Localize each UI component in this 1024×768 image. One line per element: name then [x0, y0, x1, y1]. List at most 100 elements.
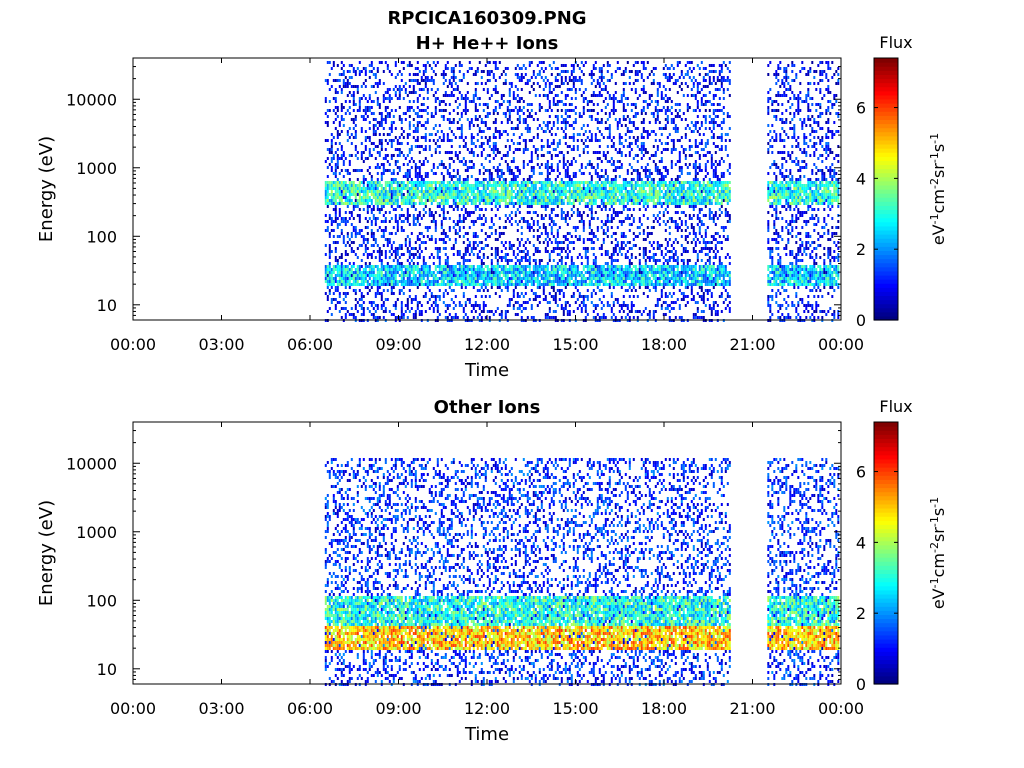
flux-cell — [416, 127, 419, 130]
flux-cell — [418, 232, 421, 235]
flux-cell — [444, 109, 447, 112]
flux-cell — [494, 142, 497, 145]
flux-cell — [360, 196, 363, 199]
flux-cell — [474, 115, 477, 118]
flux-cell — [596, 229, 599, 232]
flux-cell — [514, 313, 517, 316]
flux-cell — [328, 181, 331, 184]
flux-cell — [588, 172, 591, 175]
flux-cell — [376, 292, 379, 295]
flux-cell — [526, 163, 529, 166]
flux-cell — [402, 154, 405, 157]
flux-cell — [436, 250, 439, 253]
flux-cell — [400, 118, 403, 121]
flux-cell — [368, 253, 371, 256]
flux-cell — [444, 64, 447, 67]
flux-cell — [448, 205, 451, 208]
flux-cell — [588, 73, 591, 76]
flux-cell — [598, 205, 601, 208]
flux-cell — [430, 304, 433, 307]
flux-cell — [350, 235, 353, 238]
flux-cell — [430, 76, 433, 79]
flux-cell — [370, 64, 373, 67]
flux-cell — [486, 115, 489, 118]
flux-cell — [532, 70, 535, 73]
flux-cell — [548, 274, 551, 277]
flux-cell — [446, 118, 449, 121]
flux-cell — [344, 193, 347, 196]
flux-cell — [402, 286, 405, 289]
flux-cell — [402, 175, 405, 178]
flux-cell — [530, 283, 533, 286]
flux-cell — [566, 274, 569, 277]
flux-cell — [338, 310, 341, 313]
flux-cell — [536, 154, 539, 157]
flux-cell — [382, 280, 385, 283]
flux-cell — [546, 277, 549, 280]
flux-cell — [518, 136, 521, 139]
flux-cell — [592, 232, 595, 235]
flux-cell — [462, 283, 465, 286]
flux-cell — [330, 169, 333, 172]
flux-cell — [452, 67, 455, 70]
flux-cell — [454, 181, 457, 184]
flux-cell — [444, 166, 447, 169]
flux-cell — [562, 181, 565, 184]
flux-cell — [554, 268, 557, 271]
flux-cell — [514, 166, 517, 169]
flux-cell — [486, 283, 489, 286]
flux-cell — [564, 262, 567, 265]
flux-cell — [558, 202, 561, 205]
flux-cell — [396, 316, 399, 319]
flux-cell — [404, 265, 407, 268]
flux-cell — [464, 97, 467, 100]
flux-cell — [438, 190, 441, 193]
flux-cell — [422, 163, 425, 166]
flux-cell — [380, 280, 383, 283]
flux-cell — [336, 271, 339, 274]
flux-cell — [468, 199, 471, 202]
flux-cell — [386, 154, 389, 157]
flux-cell — [490, 208, 493, 211]
flux-cell — [556, 193, 559, 196]
flux-cell — [334, 106, 337, 109]
flux-cell — [468, 127, 471, 130]
flux-cell — [468, 184, 471, 187]
flux-cell — [332, 283, 335, 286]
flux-cell — [462, 214, 465, 217]
flux-cell — [498, 277, 501, 280]
flux-cell — [552, 265, 555, 268]
flux-cell — [534, 265, 537, 268]
flux-cell — [446, 181, 449, 184]
flux-cell — [398, 292, 401, 295]
flux-cell — [386, 97, 389, 100]
flux-cell — [326, 181, 329, 184]
flux-cell — [502, 181, 505, 184]
flux-cell — [432, 295, 435, 298]
flux-cell — [416, 61, 419, 64]
flux-cell — [466, 196, 469, 199]
flux-cell — [338, 85, 341, 88]
flux-cell — [346, 169, 349, 172]
flux-cell — [516, 277, 519, 280]
flux-cell — [492, 184, 495, 187]
flux-cell — [516, 292, 519, 295]
flux-cell — [572, 271, 575, 274]
flux-cell — [532, 268, 535, 271]
flux-cell — [378, 226, 381, 229]
flux-cell — [528, 187, 531, 190]
flux-cell — [494, 148, 497, 151]
flux-cell — [602, 316, 605, 319]
flux-cell — [500, 277, 503, 280]
flux-cell — [410, 199, 413, 202]
flux-cell — [494, 253, 497, 256]
flux-cell — [390, 313, 393, 316]
flux-cell — [406, 316, 409, 319]
flux-cell — [554, 223, 557, 226]
flux-cell — [582, 148, 585, 151]
flux-cell — [446, 139, 449, 142]
flux-cell — [474, 232, 477, 235]
flux-cell — [456, 274, 459, 277]
flux-cell — [388, 115, 391, 118]
